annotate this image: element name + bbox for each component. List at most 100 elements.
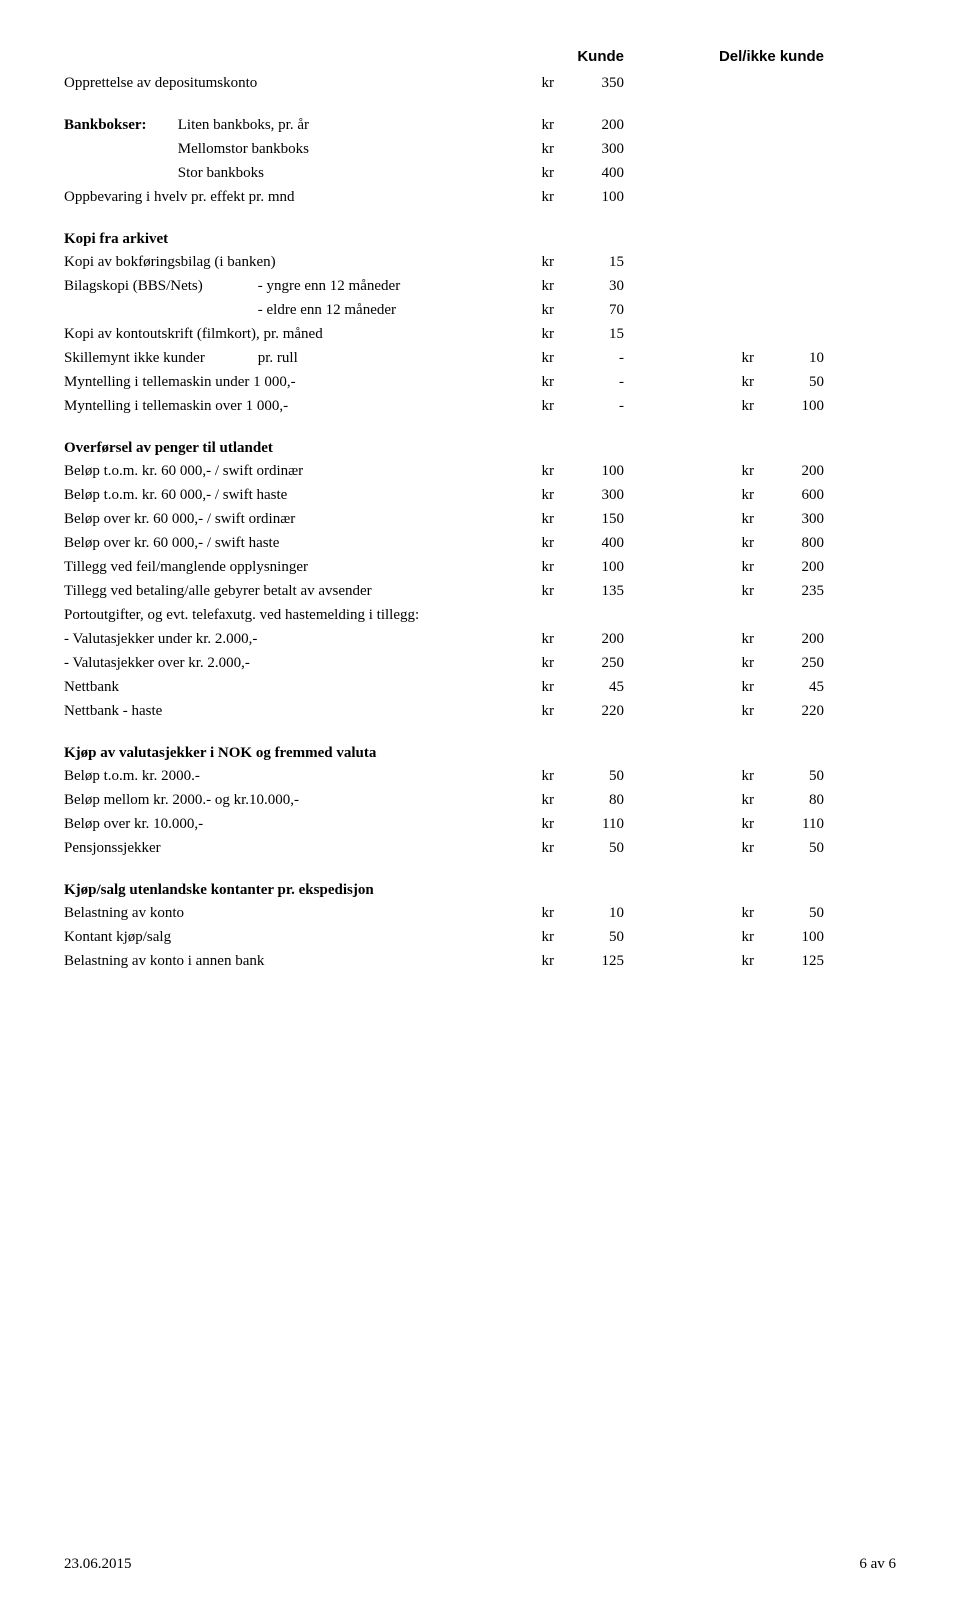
- row-label: Nettbank - haste: [64, 699, 484, 723]
- row-label: Beløp t.o.m. kr. 60 000,- / swift ordinæ…: [64, 459, 484, 483]
- cell: kr: [684, 925, 754, 949]
- cell: 135: [554, 579, 624, 603]
- cell: kr: [684, 651, 754, 675]
- table-row: Tillegg ved feil/manglende opplysninger …: [64, 555, 896, 579]
- cell: 600: [754, 483, 824, 507]
- cell: kr: [484, 250, 554, 274]
- table-row: Belastning av konto kr 10 kr 50: [64, 901, 896, 925]
- cell: kr: [484, 370, 554, 394]
- cell: 250: [754, 651, 824, 675]
- cell: 50: [754, 764, 824, 788]
- cell: 200: [754, 459, 824, 483]
- cell: kr: [484, 71, 554, 95]
- row-label: Bankbokser: Liten bankboks, pr. år: [64, 113, 484, 137]
- row-label: Stor bankboks: [64, 161, 484, 185]
- row-label: Beløp t.o.m. kr. 60 000,- / swift haste: [64, 483, 484, 507]
- row-label: Beløp t.o.m. kr. 2000.-: [64, 764, 484, 788]
- footer-page: 6 av 6: [859, 1556, 896, 1573]
- cell: 110: [754, 812, 824, 836]
- cell: -: [554, 370, 624, 394]
- cell: 800: [754, 531, 824, 555]
- table-row: Skillemynt ikke kunder pr. rull kr - kr …: [64, 346, 896, 370]
- cell: 220: [554, 699, 624, 723]
- cell: kr: [684, 555, 754, 579]
- row-label: Bilagskopi (BBS/Nets) - yngre enn 12 mån…: [64, 274, 484, 298]
- cell: kr: [484, 812, 554, 836]
- header-spacer: [624, 48, 684, 65]
- row-label: Tillegg ved feil/manglende opplysninger: [64, 555, 484, 579]
- cell: kr: [684, 346, 754, 370]
- cell: 100: [554, 459, 624, 483]
- cell: kr: [484, 925, 554, 949]
- cell: kr: [684, 836, 754, 860]
- cell: kr: [484, 322, 554, 346]
- table-row: Beløp t.o.m. kr. 60 000,- / swift ordinæ…: [64, 459, 896, 483]
- row-label: Myntelling i tellemaskin under 1 000,-: [64, 370, 484, 394]
- table-header: Kunde Del/ikke kunde: [64, 48, 896, 65]
- cell: kr: [484, 298, 554, 322]
- cell: 350: [554, 71, 624, 95]
- cell: -: [554, 394, 624, 418]
- row-label: Belastning av konto i annen bank: [64, 949, 484, 973]
- page-footer: 23.06.2015 6 av 6: [64, 1556, 896, 1573]
- row-label: Nettbank: [64, 675, 484, 699]
- row-sub-label: Liten bankboks, pr. år: [178, 113, 309, 137]
- cell: -: [554, 346, 624, 370]
- cell: 220: [754, 699, 824, 723]
- row-label: Beløp over kr. 10.000,-: [64, 812, 484, 836]
- table-row: Portoutgifter, og evt. telefaxutg. ved h…: [64, 603, 896, 627]
- spacer: [64, 95, 896, 113]
- row-label: - Valutasjekker over kr. 2.000,-: [64, 651, 484, 675]
- cell: kr: [484, 137, 554, 161]
- row-label: Oppbevaring i hvelv pr. effekt pr. mnd: [64, 185, 484, 209]
- cell: kr: [484, 507, 554, 531]
- cell: 300: [554, 483, 624, 507]
- cell: 400: [554, 531, 624, 555]
- row-sub-label: - yngre enn 12 måneder: [258, 274, 400, 298]
- cell: kr: [684, 675, 754, 699]
- cell: kr: [484, 901, 554, 925]
- header-spacer: [484, 48, 554, 65]
- cell: kr: [484, 764, 554, 788]
- table-row: Stor bankboks kr 400: [64, 161, 896, 185]
- cell: kr: [684, 627, 754, 651]
- footer-date: 23.06.2015: [64, 1556, 132, 1573]
- cell: 200: [754, 555, 824, 579]
- row-sub-label: Stor bankboks: [178, 161, 264, 185]
- cell: kr: [484, 836, 554, 860]
- row-sub-label: Skillemynt ikke kunder: [64, 346, 254, 370]
- cell: kr: [484, 161, 554, 185]
- row-sub-label: Mellomstor bankboks: [178, 137, 309, 161]
- cell: kr: [684, 812, 754, 836]
- cell: 15: [554, 250, 624, 274]
- cell: kr: [684, 483, 754, 507]
- row-label: Kontant kjøp/salg: [64, 925, 484, 949]
- row-label: Myntelling i tellemaskin over 1 000,-: [64, 394, 484, 418]
- cell: 45: [754, 675, 824, 699]
- row-label: - eldre enn 12 måneder: [64, 298, 484, 322]
- cell: 80: [754, 788, 824, 812]
- table-row: Bankbokser: Liten bankboks, pr. år kr 20…: [64, 113, 896, 137]
- row-label: Beløp over kr. 60 000,- / swift ordinær: [64, 507, 484, 531]
- header-spacer: [64, 48, 484, 65]
- table-row: Pensjonssjekker kr 50 kr 50: [64, 836, 896, 860]
- row-label: Beløp over kr. 60 000,- / swift haste: [64, 531, 484, 555]
- table-row: - Valutasjekker over kr. 2.000,- kr 250 …: [64, 651, 896, 675]
- cell: kr: [484, 185, 554, 209]
- cell: 100: [554, 185, 624, 209]
- table-row: Nettbank kr 45 kr 45: [64, 675, 896, 699]
- table-row: Mellomstor bankboks kr 300: [64, 137, 896, 161]
- cell: kr: [684, 788, 754, 812]
- cell: 15: [554, 322, 624, 346]
- table-row: Beløp t.o.m. kr. 2000.- kr 50 kr 50: [64, 764, 896, 788]
- row-label: Opprettelse av depositumskonto: [64, 71, 484, 95]
- table-row: Kopi av bokføringsbilag (i banken) kr 15: [64, 250, 896, 274]
- table-row: Kopi av kontoutskrift (filmkort), pr. må…: [64, 322, 896, 346]
- cell: kr: [684, 901, 754, 925]
- row-label: Belastning av konto: [64, 901, 484, 925]
- row-sub-label: Bilagskopi (BBS/Nets): [64, 274, 254, 298]
- cell: kr: [484, 531, 554, 555]
- cell: kr: [684, 531, 754, 555]
- cell: kr: [484, 949, 554, 973]
- cell: 150: [554, 507, 624, 531]
